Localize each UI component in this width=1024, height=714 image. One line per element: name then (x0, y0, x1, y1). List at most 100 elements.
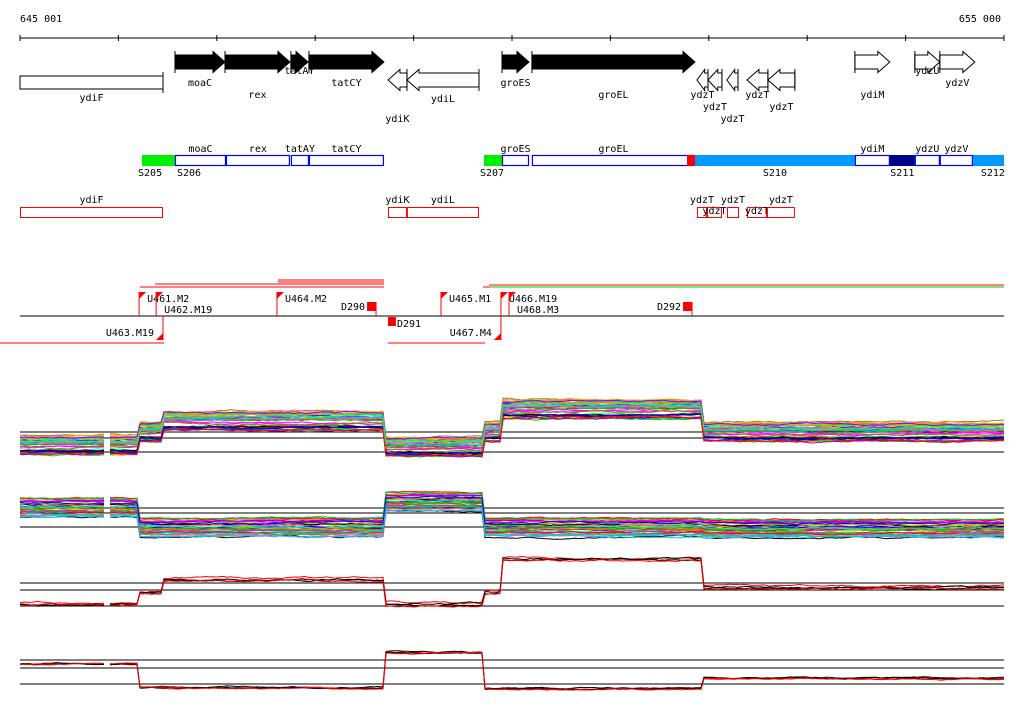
promoter-label: U468.M3 (517, 305, 559, 316)
expression-profile-line (19, 499, 1005, 531)
segment-gene-label: ydiM (860, 144, 884, 155)
promoter-flag-icon (500, 292, 508, 299)
gene-label: ydzT (769, 102, 793, 113)
promoter-flag-icon (508, 292, 516, 299)
gene-arrow-right-icon (939, 50, 976, 74)
segment-fill (687, 155, 695, 166)
expression-profile-line (19, 555, 1005, 605)
segment-label: S207 (480, 168, 504, 179)
annotation-label: ydzT (690, 195, 714, 206)
gene-label: groES (500, 78, 530, 89)
annotation-box (20, 207, 163, 218)
segment-label: S212 (981, 168, 1005, 179)
expression-profile-line (19, 490, 1005, 522)
gene-label: ydiK (385, 114, 409, 125)
gene-track: ydiF moaC rex tatAY tatCY ydiK ydiL groES groEL y… (19, 50, 976, 125)
gene-arrow-left-icon (726, 67, 739, 93)
gene-arrow-left-icon (387, 68, 408, 92)
segment-fill (694, 155, 855, 166)
annotation-box (726, 207, 739, 218)
promoter-label: U467.M4 (450, 328, 492, 339)
annotation-box (696, 207, 707, 218)
expression-profile-line (19, 402, 1005, 444)
gene-arrow-right-icon (308, 50, 385, 74)
coordinate-axis: 645 001 655 000 (19, 14, 1005, 41)
expression-profile-line (19, 399, 1005, 440)
gene-label: ydiL (431, 94, 455, 105)
segment-fill (889, 155, 915, 166)
promoter-label: U463.M19 (106, 328, 154, 339)
annotation-box (706, 207, 722, 218)
annotation-label: ydzT (769, 195, 793, 206)
promoter-label: U466.M19 (509, 294, 557, 305)
deletion-marker (683, 302, 693, 311)
segment-label: S206 (177, 168, 201, 179)
gene-arrow-right-icon (290, 50, 309, 74)
segment-label: S211 (890, 168, 914, 179)
segment-label: S210 (763, 168, 787, 179)
segment-box (174, 154, 227, 167)
expression-profile-line (19, 409, 1005, 452)
gene-label: ydzT (690, 90, 714, 101)
segment-box (939, 154, 974, 167)
promoter-flag-icon (440, 292, 448, 299)
deletion-marker (367, 302, 377, 311)
gene-label: ydzT (745, 90, 769, 101)
gene-label: ydiF (79, 93, 103, 104)
promoter-flag-icon (276, 292, 284, 299)
expression-profile-line (19, 557, 1005, 607)
gene-label: ydzT (703, 102, 727, 113)
segment-fill (484, 155, 503, 166)
expression-profile-line (19, 556, 1005, 607)
segment-fill (142, 155, 175, 166)
gene-arrow-right-icon (174, 50, 226, 74)
gene-arrow-right-icon (224, 50, 291, 74)
expression-profiles (19, 397, 1005, 691)
segment-box (531, 154, 696, 167)
segment-box (308, 154, 385, 167)
gene-arrow-left-icon (406, 68, 480, 92)
gene-label: ydzT (720, 114, 744, 125)
expression-profile-line (19, 558, 1005, 608)
promoter-label: U462.M19 (164, 305, 212, 316)
segment-box (854, 154, 890, 167)
expression-profile-line (19, 495, 1005, 526)
deletion-marker (387, 317, 396, 326)
annotation-box (746, 207, 767, 218)
deletion-label: D290 (341, 302, 365, 313)
gene-label: moaC (188, 78, 212, 89)
promoter-flag-icon (156, 292, 164, 299)
segment-gene-label: groEL (598, 144, 628, 155)
gene-label: groEL (598, 90, 628, 101)
gene-arrow-left-icon (707, 68, 723, 92)
gene-label: ydiM (860, 90, 884, 101)
segment-gene-label: groES (500, 144, 530, 155)
segment-fill (972, 155, 1004, 166)
expression-profile-line (19, 413, 1005, 456)
gene-box (19, 75, 164, 90)
expression-profile-line (19, 415, 1005, 457)
deletion-label: D291 (397, 319, 421, 330)
gene-label: rex (248, 90, 266, 101)
segment-gene-label: ydzV (944, 144, 968, 155)
gene-arrow-left-icon (746, 68, 769, 92)
gene-arrow-left-icon (767, 68, 796, 92)
annotation-box (406, 207, 479, 218)
annotation-label: ydzT (745, 206, 769, 217)
gene-label: tatCY (331, 78, 361, 89)
segment-box (290, 154, 310, 167)
promoter-label: U461.M2 (147, 294, 189, 305)
gene-arrow-right-icon (854, 50, 891, 74)
expression-profile-line (19, 491, 1005, 522)
expression-profile-line (19, 491, 1005, 522)
promoter-label: U464.M2 (285, 294, 327, 305)
axis-end-label: 655 000 (959, 14, 1001, 25)
segment-box (225, 154, 291, 167)
gene-label: ydzU (915, 66, 939, 77)
segment-gene-label: tatAY (285, 144, 315, 155)
annotation-label: ydiK (385, 195, 409, 206)
promoter-flag-icon (493, 333, 501, 340)
segment-track: S205 S206 moaC rex tatAY tatCY S207 groES groEL S… (138, 144, 1005, 179)
